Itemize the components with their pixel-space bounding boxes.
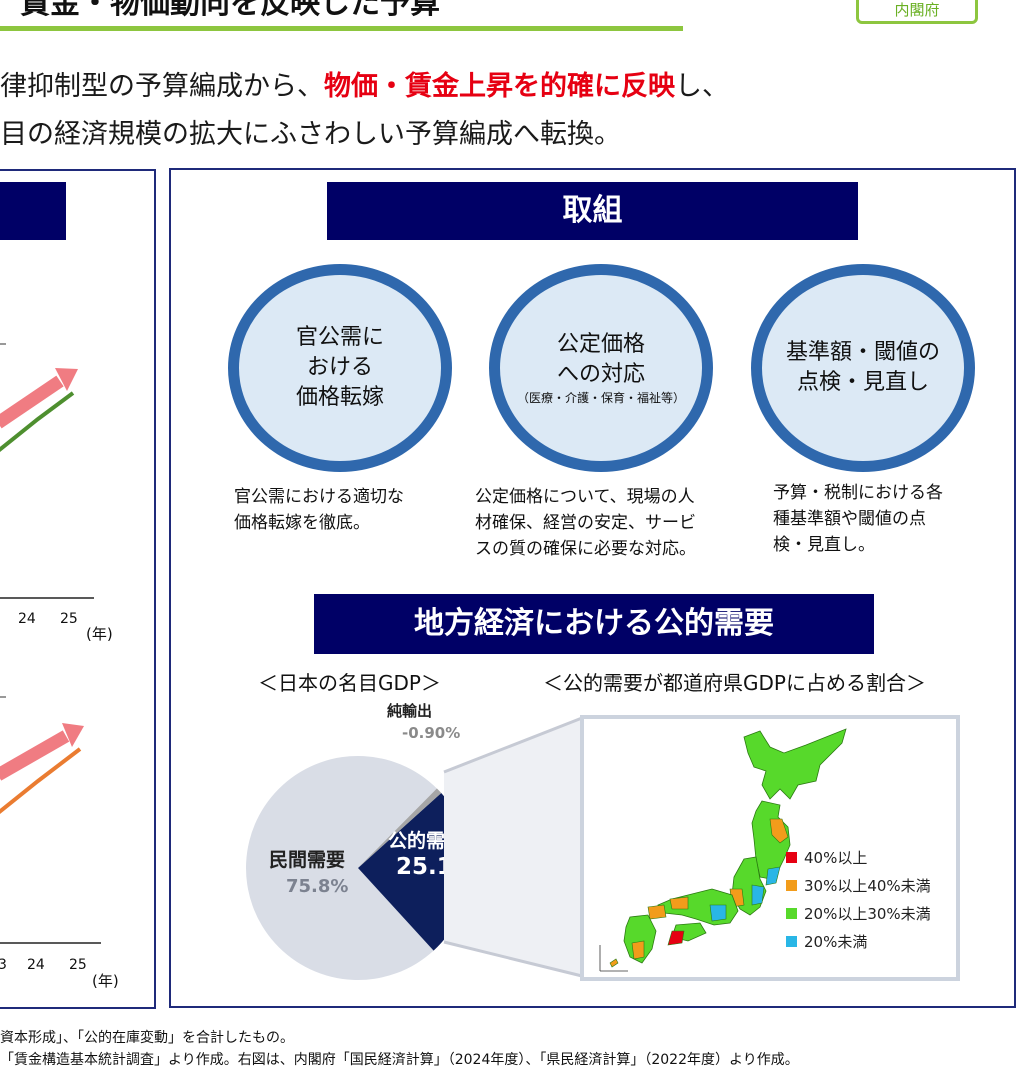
gdp-caption: ＜日本の名目GDP＞ xyxy=(258,671,441,695)
desc-line: 公定価格について、現場の人 xyxy=(475,487,695,507)
legend-swatch xyxy=(786,907,797,919)
legend-label: 30%以上40%未満 xyxy=(804,876,931,895)
chart2-unit-label: (年) xyxy=(92,972,119,990)
left-panel-heading-bar xyxy=(0,182,66,240)
circle-threshold-review: 基準額・閾値の 点検・見直し xyxy=(751,264,975,472)
desc-line: 官公需における適切な xyxy=(234,487,404,507)
gdp-pie-chart xyxy=(246,756,471,980)
circle-text: 官公需に xyxy=(295,325,384,350)
title-underline xyxy=(0,26,683,31)
desc-threshold-review: 予算・税制における各 種基準額や閾値の点 検・見直し。 xyxy=(773,480,943,558)
left-panel: 24 25 (年) 3 24 25 (年) xyxy=(0,169,156,1009)
chart1-arrow-head xyxy=(55,368,78,391)
legend-item: 20%未満 xyxy=(786,927,931,955)
page-title: 賃金・物価動向を反映した予算 xyxy=(20,0,440,21)
chart2-arrow-head xyxy=(62,723,84,747)
circle-text: 基準額・閾値の xyxy=(785,340,940,365)
map-legend: 40%以上 30%以上40%未満 20%以上30%未満 20%未満 xyxy=(786,843,931,955)
lead-text-b: し、 xyxy=(675,71,729,102)
pie-slice-public xyxy=(358,793,471,951)
desc-line: 価格転嫁を徹底。 xyxy=(234,513,370,533)
circle-official-price: 公定価格 への対応 （医療・介護・保育・福祉等） xyxy=(489,264,713,472)
desc-line: スの質の確保に必要な対応。 xyxy=(475,539,696,559)
circle-text: おける xyxy=(306,355,373,380)
circle-price-pass-through: 官公需に おける 価格転嫁 xyxy=(228,264,452,472)
ministry-badge: 内閣府 xyxy=(856,0,978,24)
circle-text: 点検・見直し xyxy=(796,370,929,395)
legend-label: 20%未満 xyxy=(804,932,868,951)
legend-item: 30%以上40%未満 xyxy=(786,871,931,899)
callout-connector xyxy=(443,716,583,978)
map-frame: 40%以上 30%以上40%未満 20%以上30%未満 20%未満 xyxy=(580,715,960,981)
chart1-line xyxy=(0,391,75,452)
chart1-arrow-shaft xyxy=(0,375,64,429)
chart1-unit-label: (年) xyxy=(86,625,113,643)
desc-official-price: 公定価格について、現場の人 材確保、経営の安定、サービ スの質の確保に必要な対応… xyxy=(475,484,696,562)
private-demand-label: 民間需要 xyxy=(269,849,346,871)
pie-slice-private xyxy=(246,756,442,980)
pie-slice-net-export xyxy=(358,788,442,868)
net-export-value: -0.90% xyxy=(402,724,461,742)
lead-text-a: 律抑制型の予算編成から、 xyxy=(0,71,324,102)
map-caption: ＜公的需要が都道府県GDPに占める割合＞ xyxy=(543,671,926,695)
desc-line: 種基準額や閾値の点 xyxy=(773,509,926,529)
desc-line: 検・見直し。 xyxy=(773,535,875,555)
legend-swatch xyxy=(786,851,797,863)
lead-line-2: 目の経済規模の拡大にふさわしい予算編成へ転換。 xyxy=(0,119,621,150)
legend-swatch xyxy=(786,935,797,947)
lead-line-1: 律抑制型の予算編成から、物価・賃金上昇を的確に反映し、 xyxy=(0,64,729,103)
lead-highlight: 物価・賃金上昇を的確に反映 xyxy=(324,71,675,102)
chart2-arrow-shaft xyxy=(0,730,70,781)
circle-text: 価格転嫁 xyxy=(295,385,384,410)
chart2-tick-label: 3 xyxy=(0,957,7,973)
net-export-label: 純輸出 xyxy=(387,702,433,720)
chart1-tick-label: 25 xyxy=(60,611,78,627)
chart2-line xyxy=(0,747,82,814)
legend-label: 20%以上30%未満 xyxy=(804,904,931,923)
circle-text: への対応 xyxy=(556,362,645,387)
legend-item: 20%以上30%未満 xyxy=(786,899,931,927)
circle-text: 公定価格 xyxy=(556,332,645,357)
legend-label: 40%以上 xyxy=(804,848,868,867)
left-charts-svg xyxy=(0,343,101,944)
public-demand-heading: 地方経済における公的需要 xyxy=(314,594,874,654)
chart2-tick-label: 25 xyxy=(69,957,87,973)
desc-price-pass-through: 官公需における適切な 価格転嫁を徹底。 xyxy=(234,484,404,536)
japan-map xyxy=(599,728,847,972)
torikumi-heading: 取組 xyxy=(327,182,858,240)
footnote-2: 「賃金構造基本統計調査」より作成。右図は、内閣府「国民経済計算」（2024年度）… xyxy=(0,1052,799,1068)
desc-line: 予算・税制における各 xyxy=(773,483,943,503)
chart1-tick-label: 24 xyxy=(18,611,36,627)
private-demand-value: 75.8% xyxy=(286,876,349,897)
desc-line: 材確保、経営の安定、サービ xyxy=(475,513,696,533)
circle-subtext: （医療・介護・保育・福祉等） xyxy=(516,391,685,405)
legend-swatch xyxy=(786,879,797,891)
footnote-1: 資本形成」、「公的在庫変動」を合計したもの。 xyxy=(0,1030,294,1046)
legend-item: 40%以上 xyxy=(786,843,931,871)
chart2-tick-label: 24 xyxy=(27,957,45,973)
